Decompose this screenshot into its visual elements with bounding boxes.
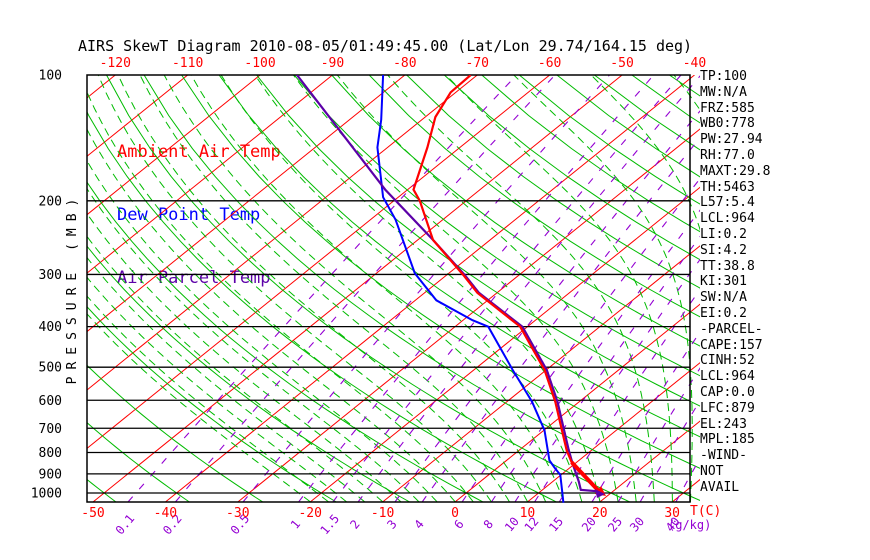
svg-text:2: 2 [347, 517, 362, 532]
svg-text:300: 300 [39, 268, 62, 283]
svg-text:8: 8 [481, 517, 496, 532]
stat-line: LCL:964 [700, 369, 755, 385]
stat-line: WB0:778 [700, 116, 755, 132]
stat-line: EL:243 [700, 416, 747, 432]
svg-text:-50: -50 [81, 506, 104, 521]
svg-text:PRESSURE (MB): PRESSURE (MB) [65, 192, 80, 385]
svg-text:25: 25 [605, 514, 625, 534]
legend-dew-point-temp: Dew Point Temp [117, 205, 261, 225]
svg-text:-50: -50 [610, 56, 633, 71]
stat-line: LI:0.2 [700, 226, 747, 242]
svg-text:-30: -30 [226, 506, 249, 521]
stat-line: AVAIL [700, 479, 740, 495]
svg-text:400: 400 [39, 320, 62, 335]
svg-text:100: 100 [39, 69, 62, 84]
stat-line: LFC:879 [700, 400, 755, 416]
stat-line: TP:100 [700, 69, 747, 84]
svg-text:-20: -20 [298, 506, 321, 521]
svg-text:4: 4 [411, 517, 426, 532]
stat-line: CAPE:157 [700, 337, 763, 353]
svg-text:20: 20 [592, 506, 608, 521]
svg-text:200: 200 [39, 194, 62, 209]
stat-line: TH:5463 [700, 179, 755, 195]
stat-line: NOT [700, 463, 724, 479]
stat-line: L57:5.4 [700, 195, 755, 211]
svg-text:-100: -100 [244, 56, 275, 71]
stat-line: RH:77.0 [700, 147, 755, 163]
stat-line: MPL:185 [700, 432, 755, 448]
svg-text:-40: -40 [683, 56, 706, 71]
svg-text:-120: -120 [100, 56, 131, 71]
stat-line: MW:N/A [700, 84, 747, 100]
stat-line: TT:38.8 [700, 258, 755, 274]
stat-line: SI:4.2 [700, 242, 747, 258]
svg-text:500: 500 [39, 361, 62, 376]
svg-text:700: 700 [39, 422, 62, 437]
svg-text:(g/kg): (g/kg) [668, 518, 711, 532]
stat-line: FRZ:585 [700, 100, 755, 116]
svg-text:-70: -70 [466, 56, 489, 71]
svg-text:600: 600 [39, 394, 62, 409]
stat-line: LCL:964 [700, 211, 755, 227]
svg-text:30: 30 [664, 506, 680, 521]
svg-text:1000: 1000 [31, 487, 62, 502]
stat-line: MAXT:29.8 [700, 163, 771, 179]
svg-text:-90: -90 [321, 56, 344, 71]
chart-title: AIRS SkewT Diagram 2010-08-05/01:49:45.0… [78, 37, 693, 55]
svg-text:T(C): T(C) [690, 504, 721, 519]
svg-text:10: 10 [520, 506, 536, 521]
svg-text:-10: -10 [371, 506, 394, 521]
stat-line: CAP:0.0 [700, 384, 755, 400]
stat-line: -PARCEL- [700, 321, 763, 337]
svg-text:-60: -60 [538, 56, 561, 71]
svg-text:800: 800 [39, 446, 62, 461]
stat-line: SW:N/A [700, 290, 747, 306]
stat-line: PW:27.94 [700, 132, 763, 148]
stat-line: EI:0.2 [700, 305, 747, 321]
svg-text:900: 900 [39, 467, 62, 482]
svg-text:0.1: 0.1 [113, 512, 138, 538]
stats-panel: TP:100 MW:N/A FRZ:585 WB0:778 PW:27.94 RH:77.… [700, 69, 770, 496]
svg-text:30: 30 [627, 514, 647, 534]
svg-text:-80: -80 [393, 56, 416, 71]
svg-text:15: 15 [546, 514, 566, 534]
svg-text:0: 0 [451, 506, 459, 521]
stat-line: -WIND- [700, 448, 747, 464]
svg-text:-40: -40 [154, 506, 177, 521]
svg-text:-110: -110 [172, 56, 203, 71]
stat-line: CINH:52 [700, 353, 755, 369]
stat-line: KI:301 [700, 274, 747, 290]
